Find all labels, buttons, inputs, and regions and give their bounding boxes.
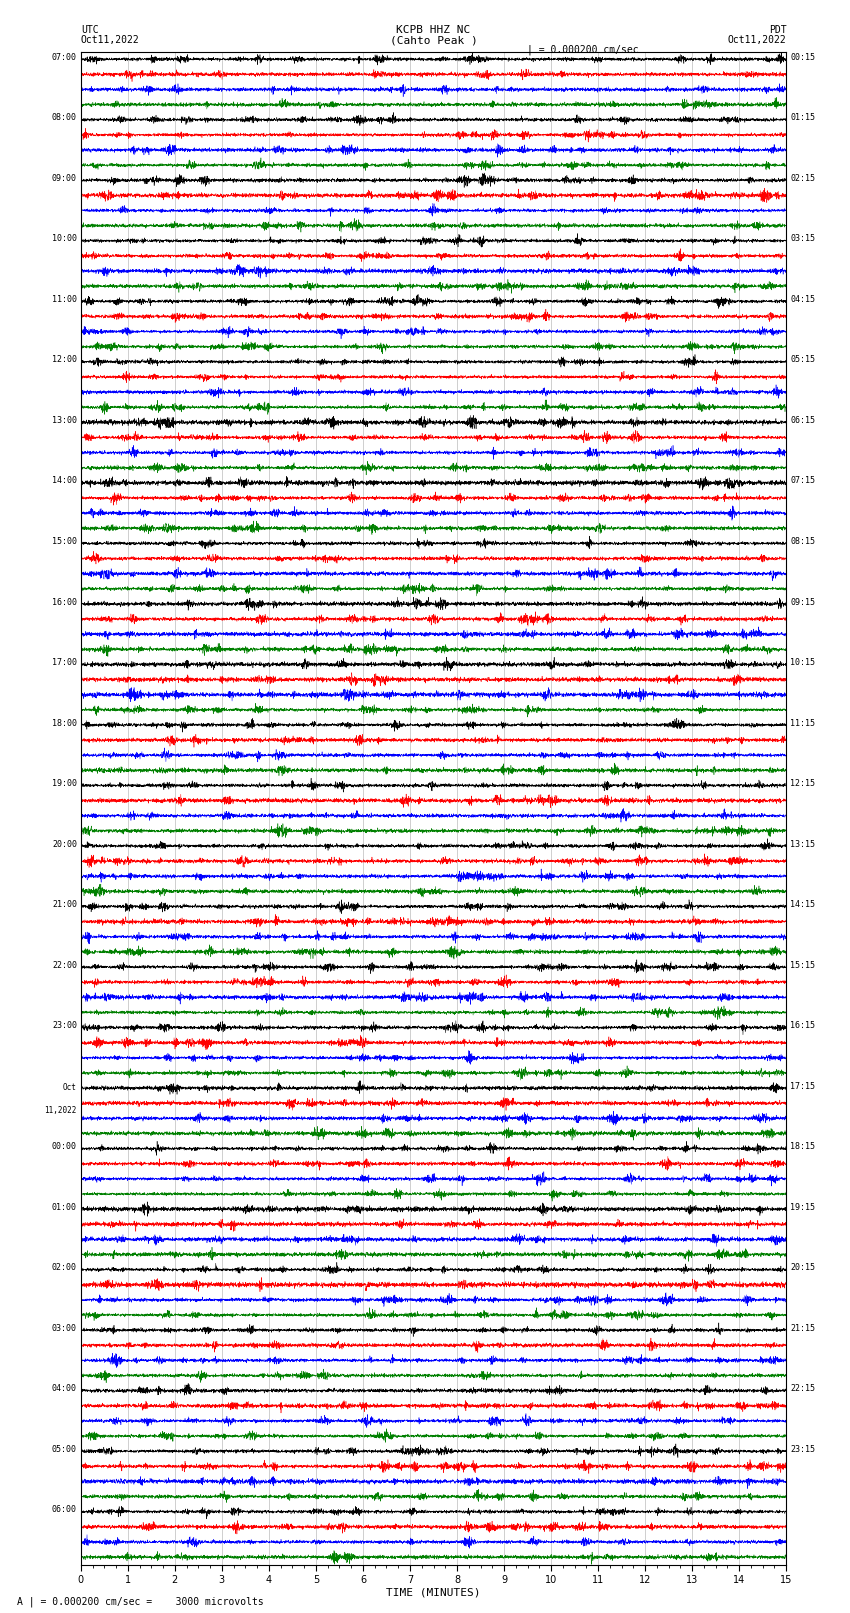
Text: 14:15: 14:15 bbox=[790, 900, 815, 910]
Text: 18:00: 18:00 bbox=[52, 718, 77, 727]
Text: 18:15: 18:15 bbox=[790, 1142, 815, 1152]
Text: 16:15: 16:15 bbox=[790, 1021, 815, 1031]
Text: 03:00: 03:00 bbox=[52, 1324, 77, 1332]
Text: 21:00: 21:00 bbox=[52, 900, 77, 910]
Text: 23:00: 23:00 bbox=[52, 1021, 77, 1031]
Text: 12:15: 12:15 bbox=[790, 779, 815, 789]
Text: 16:00: 16:00 bbox=[52, 597, 77, 606]
Text: 05:00: 05:00 bbox=[52, 1445, 77, 1453]
Text: 06:15: 06:15 bbox=[790, 416, 815, 424]
Text: 21:15: 21:15 bbox=[790, 1324, 815, 1332]
Text: 20:00: 20:00 bbox=[52, 840, 77, 848]
Text: Oct: Oct bbox=[63, 1084, 77, 1092]
Text: 03:15: 03:15 bbox=[790, 234, 815, 244]
Text: 11:15: 11:15 bbox=[790, 718, 815, 727]
Text: 13:00: 13:00 bbox=[52, 416, 77, 424]
X-axis label: TIME (MINUTES): TIME (MINUTES) bbox=[386, 1587, 481, 1598]
Text: 02:00: 02:00 bbox=[52, 1263, 77, 1273]
Text: 01:00: 01:00 bbox=[52, 1203, 77, 1211]
Text: 05:15: 05:15 bbox=[790, 355, 815, 365]
Text: 00:15: 00:15 bbox=[790, 53, 815, 61]
Text: 06:00: 06:00 bbox=[52, 1505, 77, 1515]
Text: 07:00: 07:00 bbox=[52, 53, 77, 61]
Text: (Cahto Peak ): (Cahto Peak ) bbox=[389, 35, 478, 45]
Text: 15:15: 15:15 bbox=[790, 961, 815, 969]
Text: 12:00: 12:00 bbox=[52, 355, 77, 365]
Text: 08:15: 08:15 bbox=[790, 537, 815, 545]
Text: 04:15: 04:15 bbox=[790, 295, 815, 303]
Text: 22:15: 22:15 bbox=[790, 1384, 815, 1394]
Text: 17:15: 17:15 bbox=[790, 1082, 815, 1090]
Text: A | = 0.000200 cm/sec =    3000 microvolts: A | = 0.000200 cm/sec = 3000 microvolts bbox=[17, 1595, 264, 1607]
Text: 19:00: 19:00 bbox=[52, 779, 77, 789]
Text: 19:15: 19:15 bbox=[790, 1203, 815, 1211]
Text: 11,2022: 11,2022 bbox=[44, 1107, 77, 1115]
Text: 15:00: 15:00 bbox=[52, 537, 77, 545]
Text: 04:00: 04:00 bbox=[52, 1384, 77, 1394]
Text: 08:00: 08:00 bbox=[52, 113, 77, 123]
Text: 13:15: 13:15 bbox=[790, 840, 815, 848]
Text: 00:00: 00:00 bbox=[52, 1142, 77, 1152]
Text: 20:15: 20:15 bbox=[790, 1263, 815, 1273]
Text: 09:15: 09:15 bbox=[790, 597, 815, 606]
Text: 11:00: 11:00 bbox=[52, 295, 77, 303]
Text: 17:00: 17:00 bbox=[52, 658, 77, 668]
Text: 02:15: 02:15 bbox=[790, 174, 815, 182]
Text: | = 0.000200 cm/sec: | = 0.000200 cm/sec bbox=[527, 44, 638, 55]
Text: Oct11,2022: Oct11,2022 bbox=[728, 35, 786, 45]
Text: 22:00: 22:00 bbox=[52, 961, 77, 969]
Text: PDT: PDT bbox=[768, 26, 786, 35]
Text: UTC: UTC bbox=[81, 26, 99, 35]
Text: 01:15: 01:15 bbox=[790, 113, 815, 123]
Text: 10:00: 10:00 bbox=[52, 234, 77, 244]
Text: 09:00: 09:00 bbox=[52, 174, 77, 182]
Text: KCPB HHZ NC: KCPB HHZ NC bbox=[396, 26, 471, 35]
Text: 14:00: 14:00 bbox=[52, 476, 77, 486]
Text: 07:15: 07:15 bbox=[790, 476, 815, 486]
Text: Oct11,2022: Oct11,2022 bbox=[81, 35, 139, 45]
Text: 23:15: 23:15 bbox=[790, 1445, 815, 1453]
Text: 10:15: 10:15 bbox=[790, 658, 815, 668]
